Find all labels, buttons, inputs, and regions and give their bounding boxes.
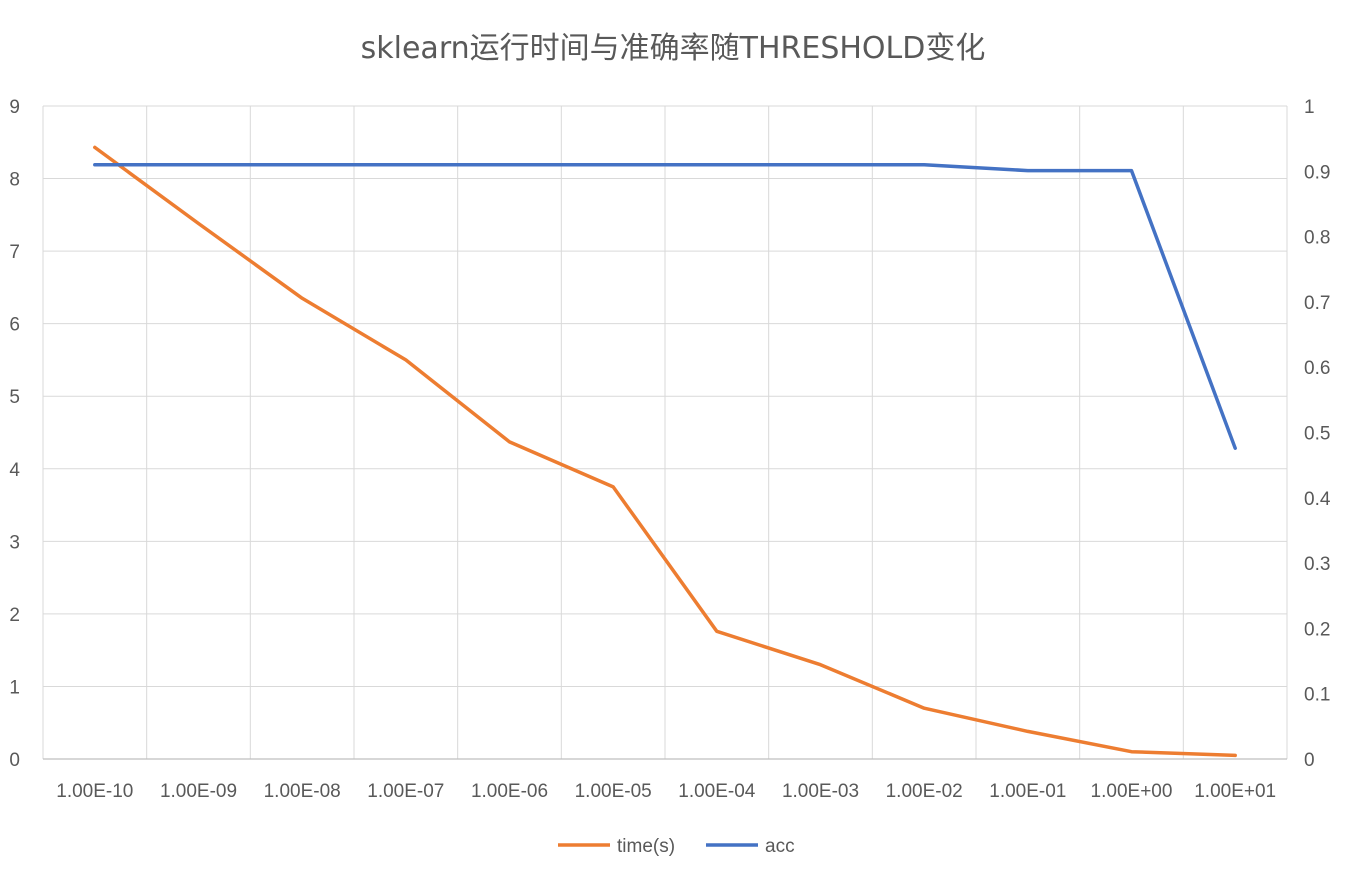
left-y-tick-label: 1	[9, 677, 20, 698]
right-y-tick-label: 0.7	[1304, 293, 1330, 314]
right-y-tick-label: 0.2	[1304, 619, 1330, 640]
left-y-tick-label: 8	[9, 170, 20, 191]
x-tick-label: 1.00E-03	[782, 781, 859, 802]
x-axis: 1.00E-10 1.00E-09 1.00E-08 1.00E-07 1.00E-06…	[56, 781, 1276, 802]
legend-label: acc	[765, 836, 795, 857]
left-y-tick-label: 6	[9, 315, 20, 336]
series-line-time	[93, 145, 1237, 758]
x-tick-label: 1.00E+01	[1194, 781, 1276, 802]
left-y-tick-label: 4	[9, 460, 20, 481]
right-y-tick-label: 0.6	[1304, 358, 1330, 379]
right-y-tick-label: 1	[1304, 97, 1315, 118]
left-y-tick-label: 2	[9, 605, 20, 626]
right-y-tick-label: 0.9	[1304, 162, 1330, 183]
left-y-axis: 0 1 2 3 4 5 6 7 8 9	[9, 97, 20, 771]
chart-title: sklearn运行时间与准确率随THRESHOLD变化	[361, 31, 986, 66]
legend-label: time(s)	[617, 836, 675, 857]
x-tick-label: 1.00E-10	[56, 781, 133, 802]
left-y-tick-label: 9	[9, 97, 20, 118]
right-y-tick-label: 0.3	[1304, 554, 1330, 575]
x-tick-label: 1.00E-06	[471, 781, 548, 802]
left-y-tick-label: 5	[9, 387, 20, 408]
left-y-tick-label: 0	[9, 750, 20, 771]
left-y-tick-label: 7	[9, 242, 20, 263]
series-line-acc	[93, 163, 1237, 450]
right-y-tick-label: 0.1	[1304, 685, 1330, 706]
left-y-tick-label: 3	[9, 532, 20, 553]
x-tick-label: 1.00E-05	[575, 781, 652, 802]
x-tick-label: 1.00E+00	[1091, 781, 1173, 802]
series-layer	[93, 145, 1237, 758]
gridlines	[42, 105, 1288, 760]
x-tick-label: 1.00E-08	[264, 781, 341, 802]
right-y-tick-label: 0	[1304, 750, 1315, 771]
right-y-tick-label: 0.5	[1304, 424, 1330, 445]
x-tick-label: 1.00E-09	[160, 781, 237, 802]
right-y-axis: 0 0.1 0.2 0.3 0.4 0.5 0.6 0.7 0.8 0.9 1	[1304, 97, 1331, 771]
x-tick-label: 1.00E-04	[678, 781, 756, 802]
x-tick-label: 1.00E-02	[886, 781, 963, 802]
right-y-tick-label: 0.4	[1304, 489, 1331, 510]
x-tick-label: 1.00E-07	[367, 781, 444, 802]
right-y-tick-label: 0.8	[1304, 228, 1330, 249]
legend: time(s) acc	[558, 836, 795, 857]
x-tick-label: 1.00E-01	[989, 781, 1066, 802]
